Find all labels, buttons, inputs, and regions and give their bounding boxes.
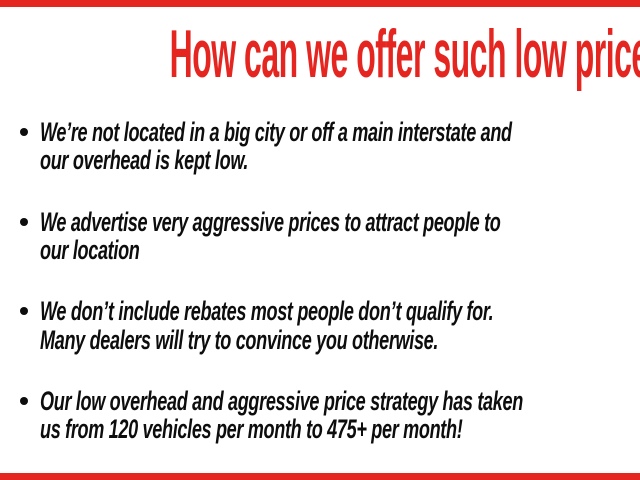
bullet-text-rebates: We don’t include rebates most people don… bbox=[40, 296, 494, 355]
bullet-dot-icon bbox=[20, 307, 28, 316]
list-item: We don’t include rebates most people don… bbox=[20, 297, 640, 354]
bullet-list: We’re not located in a big city or off a… bbox=[20, 118, 640, 477]
top-accent-bar bbox=[0, 0, 640, 7]
page-title: How can we offer such low prices? bbox=[169, 16, 640, 92]
bullet-text-advertise: We advertise very aggressive prices to a… bbox=[40, 206, 501, 266]
bullet-text-location: We’re not located in a big city or off a… bbox=[40, 117, 512, 176]
bullet-dot-icon bbox=[20, 128, 28, 136]
bottom-accent-bar bbox=[0, 473, 640, 480]
bullet-dot-icon bbox=[20, 397, 28, 406]
bullet-text-volume: Our low overhead and aggressive price st… bbox=[40, 386, 523, 445]
list-item: We’re not located in a big city or off a… bbox=[20, 118, 640, 175]
list-item: Our low overhead and aggressive price st… bbox=[20, 387, 640, 444]
bullet-dot-icon bbox=[20, 217, 28, 226]
list-item: We advertise very aggressive prices to a… bbox=[20, 208, 640, 265]
